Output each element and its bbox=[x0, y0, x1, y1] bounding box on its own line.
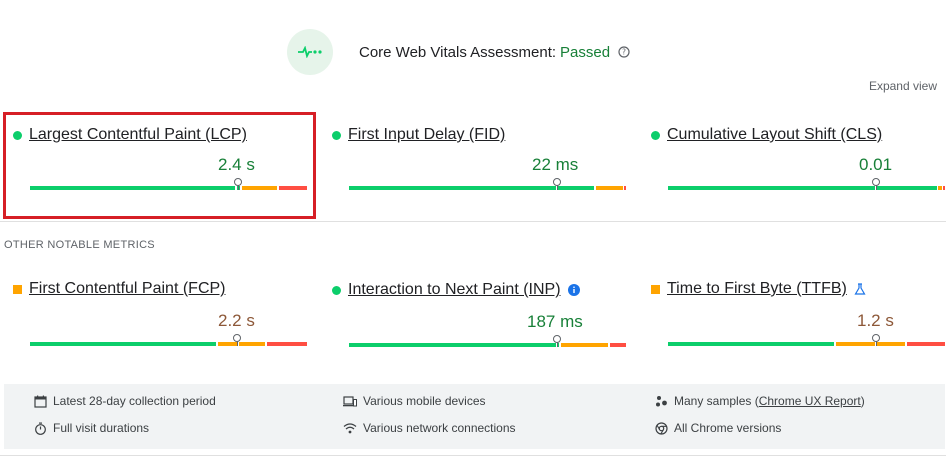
experimental-flask-icon[interactable] bbox=[854, 283, 866, 295]
info-icon[interactable] bbox=[567, 284, 580, 296]
metric-inp-distribution-bar bbox=[349, 335, 626, 347]
metric-fid: First Input Delay (FID) bbox=[332, 125, 611, 145]
footer-collection-period: Latest 28-day collection period bbox=[33, 394, 216, 408]
metric-lcp-value: 2.4 s bbox=[218, 155, 255, 174]
metric-fcp-name[interactable]: First Contentful Paint (FCP) bbox=[29, 280, 226, 297]
metric-lcp-distribution-bar bbox=[30, 178, 307, 190]
metric-lcp-name[interactable]: Largest Contentful Paint (LCP) bbox=[29, 126, 247, 143]
metric-ttfb-name[interactable]: Time to First Byte (TTFB) bbox=[667, 280, 847, 297]
good-status-dot bbox=[651, 130, 660, 140]
metric-fid-name[interactable]: First Input Delay (FID) bbox=[348, 126, 506, 143]
assessment-title: Core Web Vitals Assessment: bbox=[359, 43, 557, 61]
other-metrics-heading: OTHER NOTABLE METRICS bbox=[4, 239, 155, 251]
lcp-highlight-box bbox=[3, 112, 316, 219]
metric-lcp: Largest Contentful Paint (LCP) bbox=[13, 125, 292, 145]
svg-text:?: ? bbox=[622, 48, 626, 57]
samples-dots-icon bbox=[654, 394, 668, 408]
good-status-dot bbox=[13, 130, 22, 140]
metric-ttfb-distribution-bar bbox=[668, 334, 945, 346]
footer-visit-durations-text: Full visit durations bbox=[53, 421, 150, 435]
needs-improvement-square bbox=[651, 284, 660, 294]
section-divider bbox=[0, 221, 946, 222]
metric-fcp-value: 2.2 s bbox=[218, 311, 255, 330]
chrome-ux-report-link[interactable]: Chrome UX Report bbox=[758, 394, 861, 408]
good-status-dot bbox=[332, 130, 341, 140]
footer-samples-prefix: Many samples ( bbox=[674, 394, 759, 408]
metric-fid-value: 22 ms bbox=[532, 155, 579, 174]
footer-devices: Various mobile devices bbox=[343, 394, 486, 408]
footer-devices-text: Various mobile devices bbox=[363, 394, 486, 408]
footer-chrome-versions: All Chrome versions bbox=[654, 421, 781, 435]
assessment-status: Passed bbox=[560, 43, 611, 61]
help-icon[interactable]: ? bbox=[618, 46, 630, 58]
expand-view-link[interactable]: Expand view bbox=[868, 79, 937, 93]
devices-icon bbox=[343, 394, 357, 408]
assessment-header: Core Web Vitals Assessment: Passed ? bbox=[287, 29, 630, 75]
metric-cls: Cumulative Layout Shift (CLS) bbox=[651, 125, 930, 145]
metric-ttfb-value: 1.2 s bbox=[857, 311, 894, 330]
footer-samples: Many samples (Chrome UX Report) bbox=[654, 394, 865, 408]
metric-fcp: First Contentful Paint (FCP) bbox=[13, 279, 292, 299]
footer-chrome-versions-text: All Chrome versions bbox=[674, 421, 782, 435]
metric-inp: Interaction to Next Paint (INP) bbox=[332, 280, 611, 300]
metric-cls-name[interactable]: Cumulative Layout Shift (CLS) bbox=[667, 126, 883, 143]
footer-collection-period-text: Latest 28-day collection period bbox=[53, 394, 216, 408]
metric-ttfb: Time to First Byte (TTFB) bbox=[651, 279, 930, 299]
metric-fcp-distribution-bar bbox=[30, 334, 307, 346]
metric-fid-distribution-bar bbox=[349, 178, 626, 190]
data-source-footer: Latest 28-day collection period Full vis… bbox=[4, 384, 945, 449]
footer-visit-durations: Full visit durations bbox=[33, 421, 149, 435]
stopwatch-icon bbox=[33, 421, 47, 435]
metric-cls-value: 0.01 bbox=[859, 155, 893, 174]
metric-cls-distribution-bar bbox=[668, 178, 945, 190]
calendar-icon bbox=[33, 394, 47, 408]
metric-inp-name[interactable]: Interaction to Next Paint (INP) bbox=[348, 281, 561, 298]
footer-network: Various network connections bbox=[343, 421, 516, 435]
needs-improvement-square bbox=[13, 284, 22, 294]
wifi-icon bbox=[343, 421, 357, 435]
chrome-icon bbox=[654, 421, 668, 435]
vitals-pulse-icon bbox=[287, 29, 333, 75]
footer-samples-suffix: ) bbox=[860, 394, 865, 408]
metric-inp-value: 187 ms bbox=[527, 312, 583, 331]
good-status-dot bbox=[332, 285, 341, 295]
bottom-divider bbox=[0, 455, 946, 456]
footer-network-text: Various network connections bbox=[363, 421, 516, 435]
